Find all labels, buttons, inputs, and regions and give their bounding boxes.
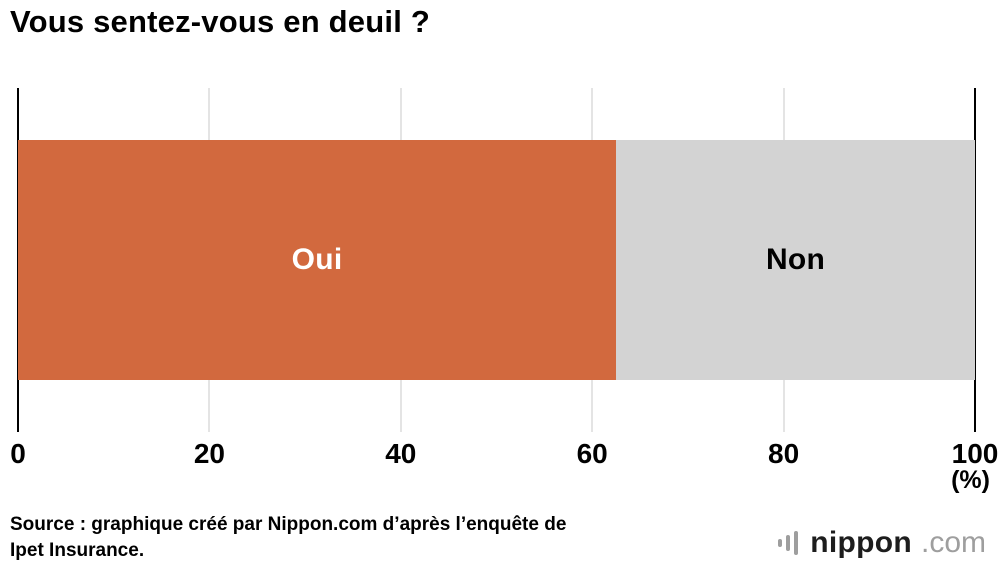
tick-label-100: 100	[951, 438, 999, 469]
signal-bars-icon	[778, 531, 799, 555]
bar-segment-non: Non	[616, 140, 975, 380]
tick-label-80: 80	[768, 438, 800, 469]
chart-title: Vous sentez-vous en deuil ?	[10, 4, 430, 39]
source-line-1: Source : graphique créé par Nippon.com d…	[10, 514, 567, 535]
tick-label-20: 20	[193, 438, 225, 469]
segment-label-non: Non	[765, 243, 826, 276]
tick-label-0: 0	[10, 438, 26, 469]
gridline-100	[974, 88, 976, 432]
x-axis-unit-label: (%)	[951, 466, 990, 494]
segment-label-oui: Oui	[291, 243, 343, 276]
source-text: Source : graphique créé par Nippon.com d…	[10, 512, 566, 563]
logo-suffix: .com	[920, 526, 986, 559]
source-line-2: Ipet Insurance.	[10, 539, 145, 561]
tick-label-40: 40	[385, 438, 417, 469]
bar-segment-oui: Oui	[18, 140, 617, 380]
nippon-logo: nippon .com	[777, 526, 986, 560]
x-axis-ticks: 0 20 40 60 80 100	[10, 438, 998, 472]
logo-text: nippon	[810, 526, 912, 559]
stacked-bar: Oui Non	[18, 140, 975, 380]
plot-area: Oui Non	[17, 88, 976, 432]
tick-label-60: 60	[576, 438, 608, 469]
